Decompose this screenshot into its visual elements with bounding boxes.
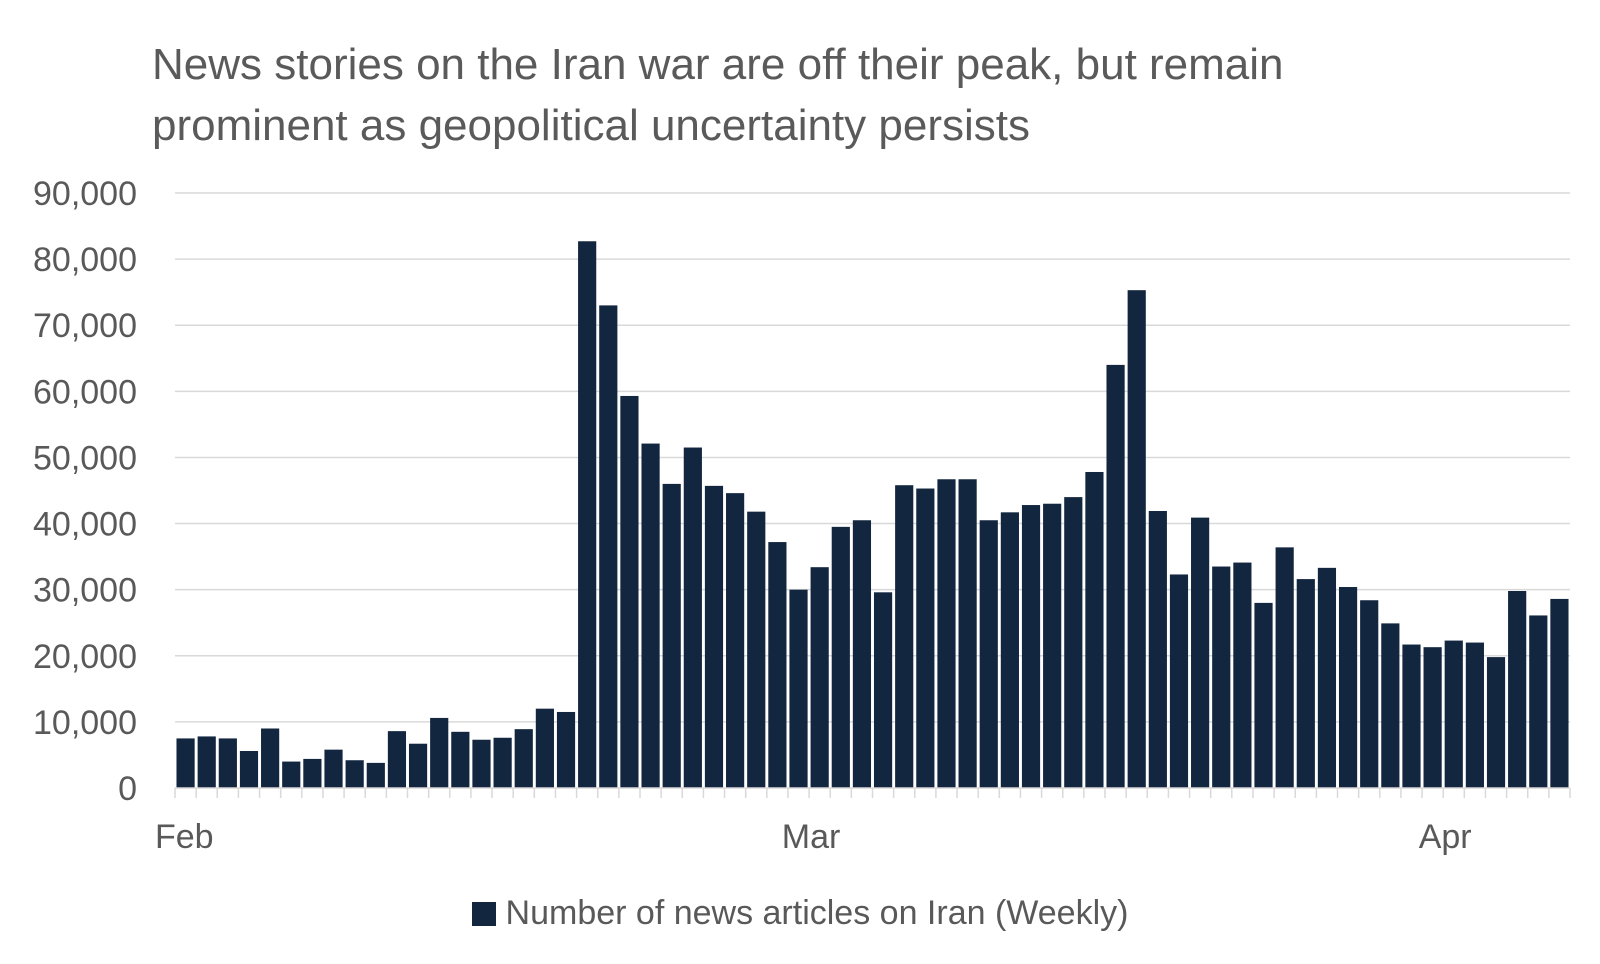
bar xyxy=(1444,640,1463,788)
bar xyxy=(1000,512,1019,788)
bar xyxy=(916,488,935,788)
bar xyxy=(1233,562,1252,788)
bar xyxy=(1064,497,1083,788)
bar xyxy=(1148,510,1167,788)
bar xyxy=(1254,602,1273,788)
bar xyxy=(1423,647,1442,788)
y-tick-label: 60,000 xyxy=(33,373,137,411)
chart-title: News stories on the Iran war are off the… xyxy=(152,34,1452,156)
bar xyxy=(197,736,216,788)
bar xyxy=(1106,364,1125,788)
bar xyxy=(239,750,259,788)
bar xyxy=(1275,547,1294,788)
bar xyxy=(1465,642,1484,788)
bar xyxy=(1529,615,1548,788)
bar xyxy=(303,758,322,788)
bar xyxy=(1169,574,1189,788)
bar xyxy=(726,493,745,788)
y-tick-label: 90,000 xyxy=(33,175,137,213)
bar xyxy=(747,511,766,788)
y-axis: 0 10,000 20,000 30,000 40,000 50,000 60,000 70,… xyxy=(33,175,137,808)
y-tick-label: 30,000 xyxy=(33,572,137,610)
y-tick-label: 50,000 xyxy=(33,439,137,477)
legend: Number of news articles on Iran (Weekly) xyxy=(0,893,1600,933)
bar xyxy=(514,729,533,788)
bar xyxy=(1338,587,1358,788)
y-tick-label: 40,000 xyxy=(33,506,137,544)
bar xyxy=(535,708,554,788)
bar xyxy=(895,485,914,788)
bar xyxy=(599,305,618,788)
bar xyxy=(430,717,449,788)
bar xyxy=(1043,503,1062,788)
bar xyxy=(1085,471,1104,788)
chart-title-line-2: prominent as geopolitical uncertainty pe… xyxy=(152,101,1031,150)
bar xyxy=(451,731,470,788)
y-tick-label: 80,000 xyxy=(33,241,137,279)
bar xyxy=(979,520,998,788)
x-tick-label: Feb xyxy=(155,818,214,856)
bar xyxy=(789,589,808,788)
y-tick-label: 0 xyxy=(118,770,137,808)
bar xyxy=(345,760,364,788)
bar xyxy=(852,520,872,788)
y-tick-label: 10,000 xyxy=(33,704,137,742)
bar xyxy=(1021,505,1041,788)
bar xyxy=(261,728,280,788)
bar xyxy=(556,711,576,788)
bar xyxy=(218,738,237,788)
y-tick-label: 20,000 xyxy=(33,638,137,676)
bar xyxy=(578,241,597,788)
bar-series xyxy=(176,241,1569,788)
bar xyxy=(176,738,195,788)
bar xyxy=(768,542,787,788)
bar xyxy=(810,567,829,788)
bar xyxy=(1317,567,1337,788)
bar xyxy=(1486,657,1506,788)
bar xyxy=(958,479,977,788)
bar xyxy=(472,739,491,788)
bar xyxy=(1127,290,1146,788)
bar xyxy=(324,749,343,788)
bar xyxy=(1360,600,1379,788)
bar xyxy=(873,592,893,788)
chart-title-line-1: News stories on the Iran war are off the… xyxy=(152,40,1284,89)
bar xyxy=(493,737,512,788)
bar xyxy=(1296,579,1315,788)
bar xyxy=(366,762,385,788)
bar xyxy=(1381,623,1400,788)
bar xyxy=(1550,598,1569,788)
bar xyxy=(683,447,702,788)
bar xyxy=(1212,566,1231,788)
x-axis: Feb Mar Apr xyxy=(155,787,1571,856)
bar xyxy=(282,761,301,788)
bar xyxy=(704,485,724,788)
x-tick-label: Apr xyxy=(1419,818,1472,856)
bar xyxy=(620,395,639,788)
bar xyxy=(1402,644,1421,788)
bar xyxy=(831,526,850,788)
gridlines xyxy=(175,192,1570,723)
bar xyxy=(387,731,407,788)
bar xyxy=(641,443,660,788)
x-tick-label: Mar xyxy=(782,818,841,856)
bar xyxy=(937,479,956,788)
bar xyxy=(1191,517,1210,788)
bar xyxy=(662,483,681,788)
y-tick-label: 70,000 xyxy=(33,307,137,345)
legend-label: Number of news articles on Iran (Weekly) xyxy=(505,894,1129,932)
legend-swatch xyxy=(471,902,496,926)
bar xyxy=(408,743,428,788)
bar xyxy=(1508,590,1527,788)
